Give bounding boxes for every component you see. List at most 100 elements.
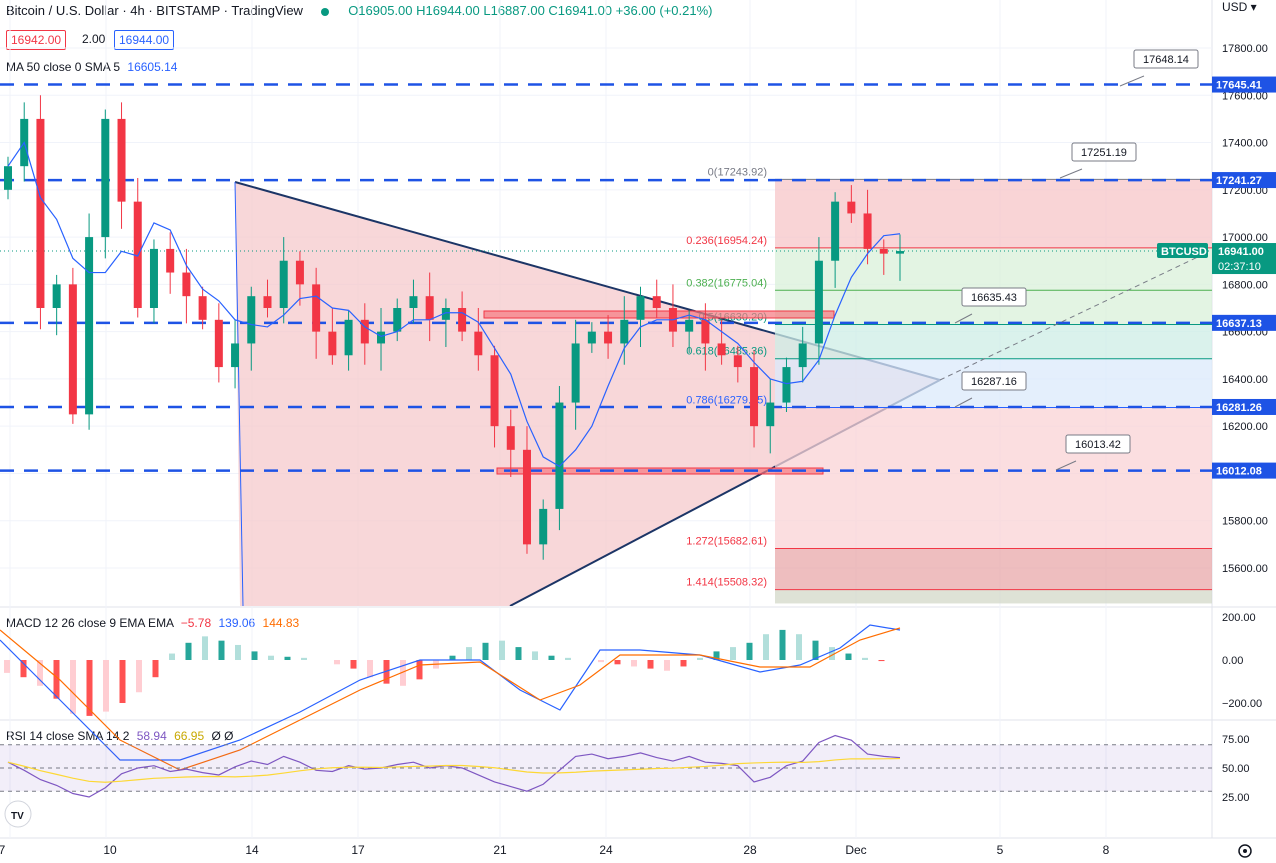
macd-histogram-bar [482,642,489,660]
fib-zone [775,324,1212,359]
time-axis-label: 5 [997,843,1004,857]
price-tick-label: 17800.00 [1222,43,1268,55]
level-badge-label: 17645.41 [1216,80,1262,92]
macd-histogram-bar [4,660,10,673]
candle-body [831,201,840,261]
macd-histogram-bar [680,660,687,667]
price-tick-label: 15600.00 [1222,563,1268,575]
level-badge [1212,314,1276,331]
candle-body [620,319,629,344]
callout-box [961,287,1027,307]
callout-pointer [1055,460,1077,471]
candle-body [847,201,856,214]
fib-level-label: 0.382(16775.04) [686,277,767,289]
fib-level-label: 0(17243.92) [708,166,767,178]
macd-histogram-bar [449,655,456,660]
candle-body [604,331,613,344]
macd-histogram-bar [169,653,175,660]
level-badge [1212,462,1276,479]
rsi-band [0,744,1212,792]
price-tick-label: 17000.00 [1222,232,1268,244]
fib-zone [775,548,1212,590]
macd-histogram-bar [812,640,819,660]
macd-legend[interactable]: MACD 12 26 close 9 EMA EMA −5.78 139.06 … [6,616,299,630]
ma-legend[interactable]: MA 50 close 0 SMA 5 16605.14 [6,60,177,74]
candle-body [522,449,531,545]
callout-box [1071,142,1137,162]
candle-body [214,319,223,368]
candle-body [360,319,369,344]
macd-histogram-bar [631,660,637,667]
currency-selector[interactable]: USD ▾ [1222,0,1257,14]
macd-histogram-bar [152,660,159,678]
price-tick-label: 17400.00 [1222,138,1268,150]
candle-body [701,319,710,344]
candle-body [879,248,888,254]
macd-histogram-bar [532,651,538,660]
callout-label: 17251.19 [1081,147,1127,159]
macd-histogram-bar [119,660,126,703]
candle-body [474,331,483,356]
triangle-fill [235,182,940,606]
callout-pointer [1119,75,1145,87]
macd-histogram-bar [499,640,505,660]
macd-tick-label: 200.00 [1222,612,1256,624]
rsi-legend[interactable]: RSI 14 close SMA 14 2 58.94 66.95 Ø Ø [6,729,234,743]
macd-histogram-bar [598,660,604,663]
candle-body [490,355,499,427]
fib-level-label: 1.272(15682.61) [686,535,767,547]
time-axis-label: 24 [599,843,613,857]
chart-header: Bitcoin / U.S. Dollar · 4h · BITSTAMP · … [6,3,713,18]
macd-histogram-bar [664,660,670,671]
time-axis-label: 17 [351,843,365,857]
price-tick-label: 15800.00 [1222,516,1268,528]
tradingview-logo-text: TV [11,811,24,822]
rsi-line [7,734,901,798]
level-badge-label: 16012.08 [1216,466,1262,478]
resistance-zone [483,310,835,319]
macd-histogram-bar [647,660,654,669]
macd-histogram-bar [878,660,885,662]
macd-histogram-bar [86,660,93,716]
buy-price-button[interactable]: 16944.00 [114,30,175,50]
macd-histogram-bar [614,660,621,665]
macd-histogram-bar [37,660,43,686]
rsi-value: 58.94 [136,729,167,743]
time-axis-label: 8 [1103,843,1110,857]
macd-histogram-bar [301,657,307,660]
fib-level-label: 0.786(16279.15) [686,394,767,406]
macd-histogram-bar [730,647,736,660]
candle-body [636,296,645,320]
candle-body [149,248,158,308]
macd-histogram-bar [70,660,76,714]
candle-body [571,343,580,403]
macd-histogram-bar [548,655,555,660]
macd-signal-value: 144.83 [262,616,300,630]
time-axis-label: 10 [103,843,117,857]
callout-label: 16287.16 [971,376,1017,388]
current-price-label: 16941.00 [1218,246,1264,258]
macd-histogram-bar [416,660,423,680]
macd-tick-label: 0.00 [1222,655,1243,667]
macd-line-value: 139.06 [218,616,256,630]
price-tick-label: 16400.00 [1222,374,1268,386]
sell-price-button[interactable]: 16942.00 [6,30,67,50]
candle-body [247,296,256,344]
candle-body [425,296,434,320]
time-axis-label: Dec [845,843,866,857]
macd-histogram-bar [53,660,60,699]
symbol-title[interactable]: Bitcoin / U.S. Dollar · 4h · BITSTAMP · … [6,3,303,18]
settings-gear-icon[interactable] [1238,844,1252,858]
macd-histogram-bar [515,647,522,660]
macd-pane: 200.00 0.00 −200.00 [0,612,1262,771]
current-price-badge [1212,243,1276,275]
macd-histogram-bar [862,657,868,660]
candle-body [166,248,175,273]
ma-legend-label: MA 50 close 0 SMA 5 [6,60,121,74]
candle-body [685,319,694,332]
fib-zone [775,589,1212,604]
candle-body [231,343,240,368]
time-axis-label: 21 [493,843,507,857]
candle-body [814,260,823,344]
